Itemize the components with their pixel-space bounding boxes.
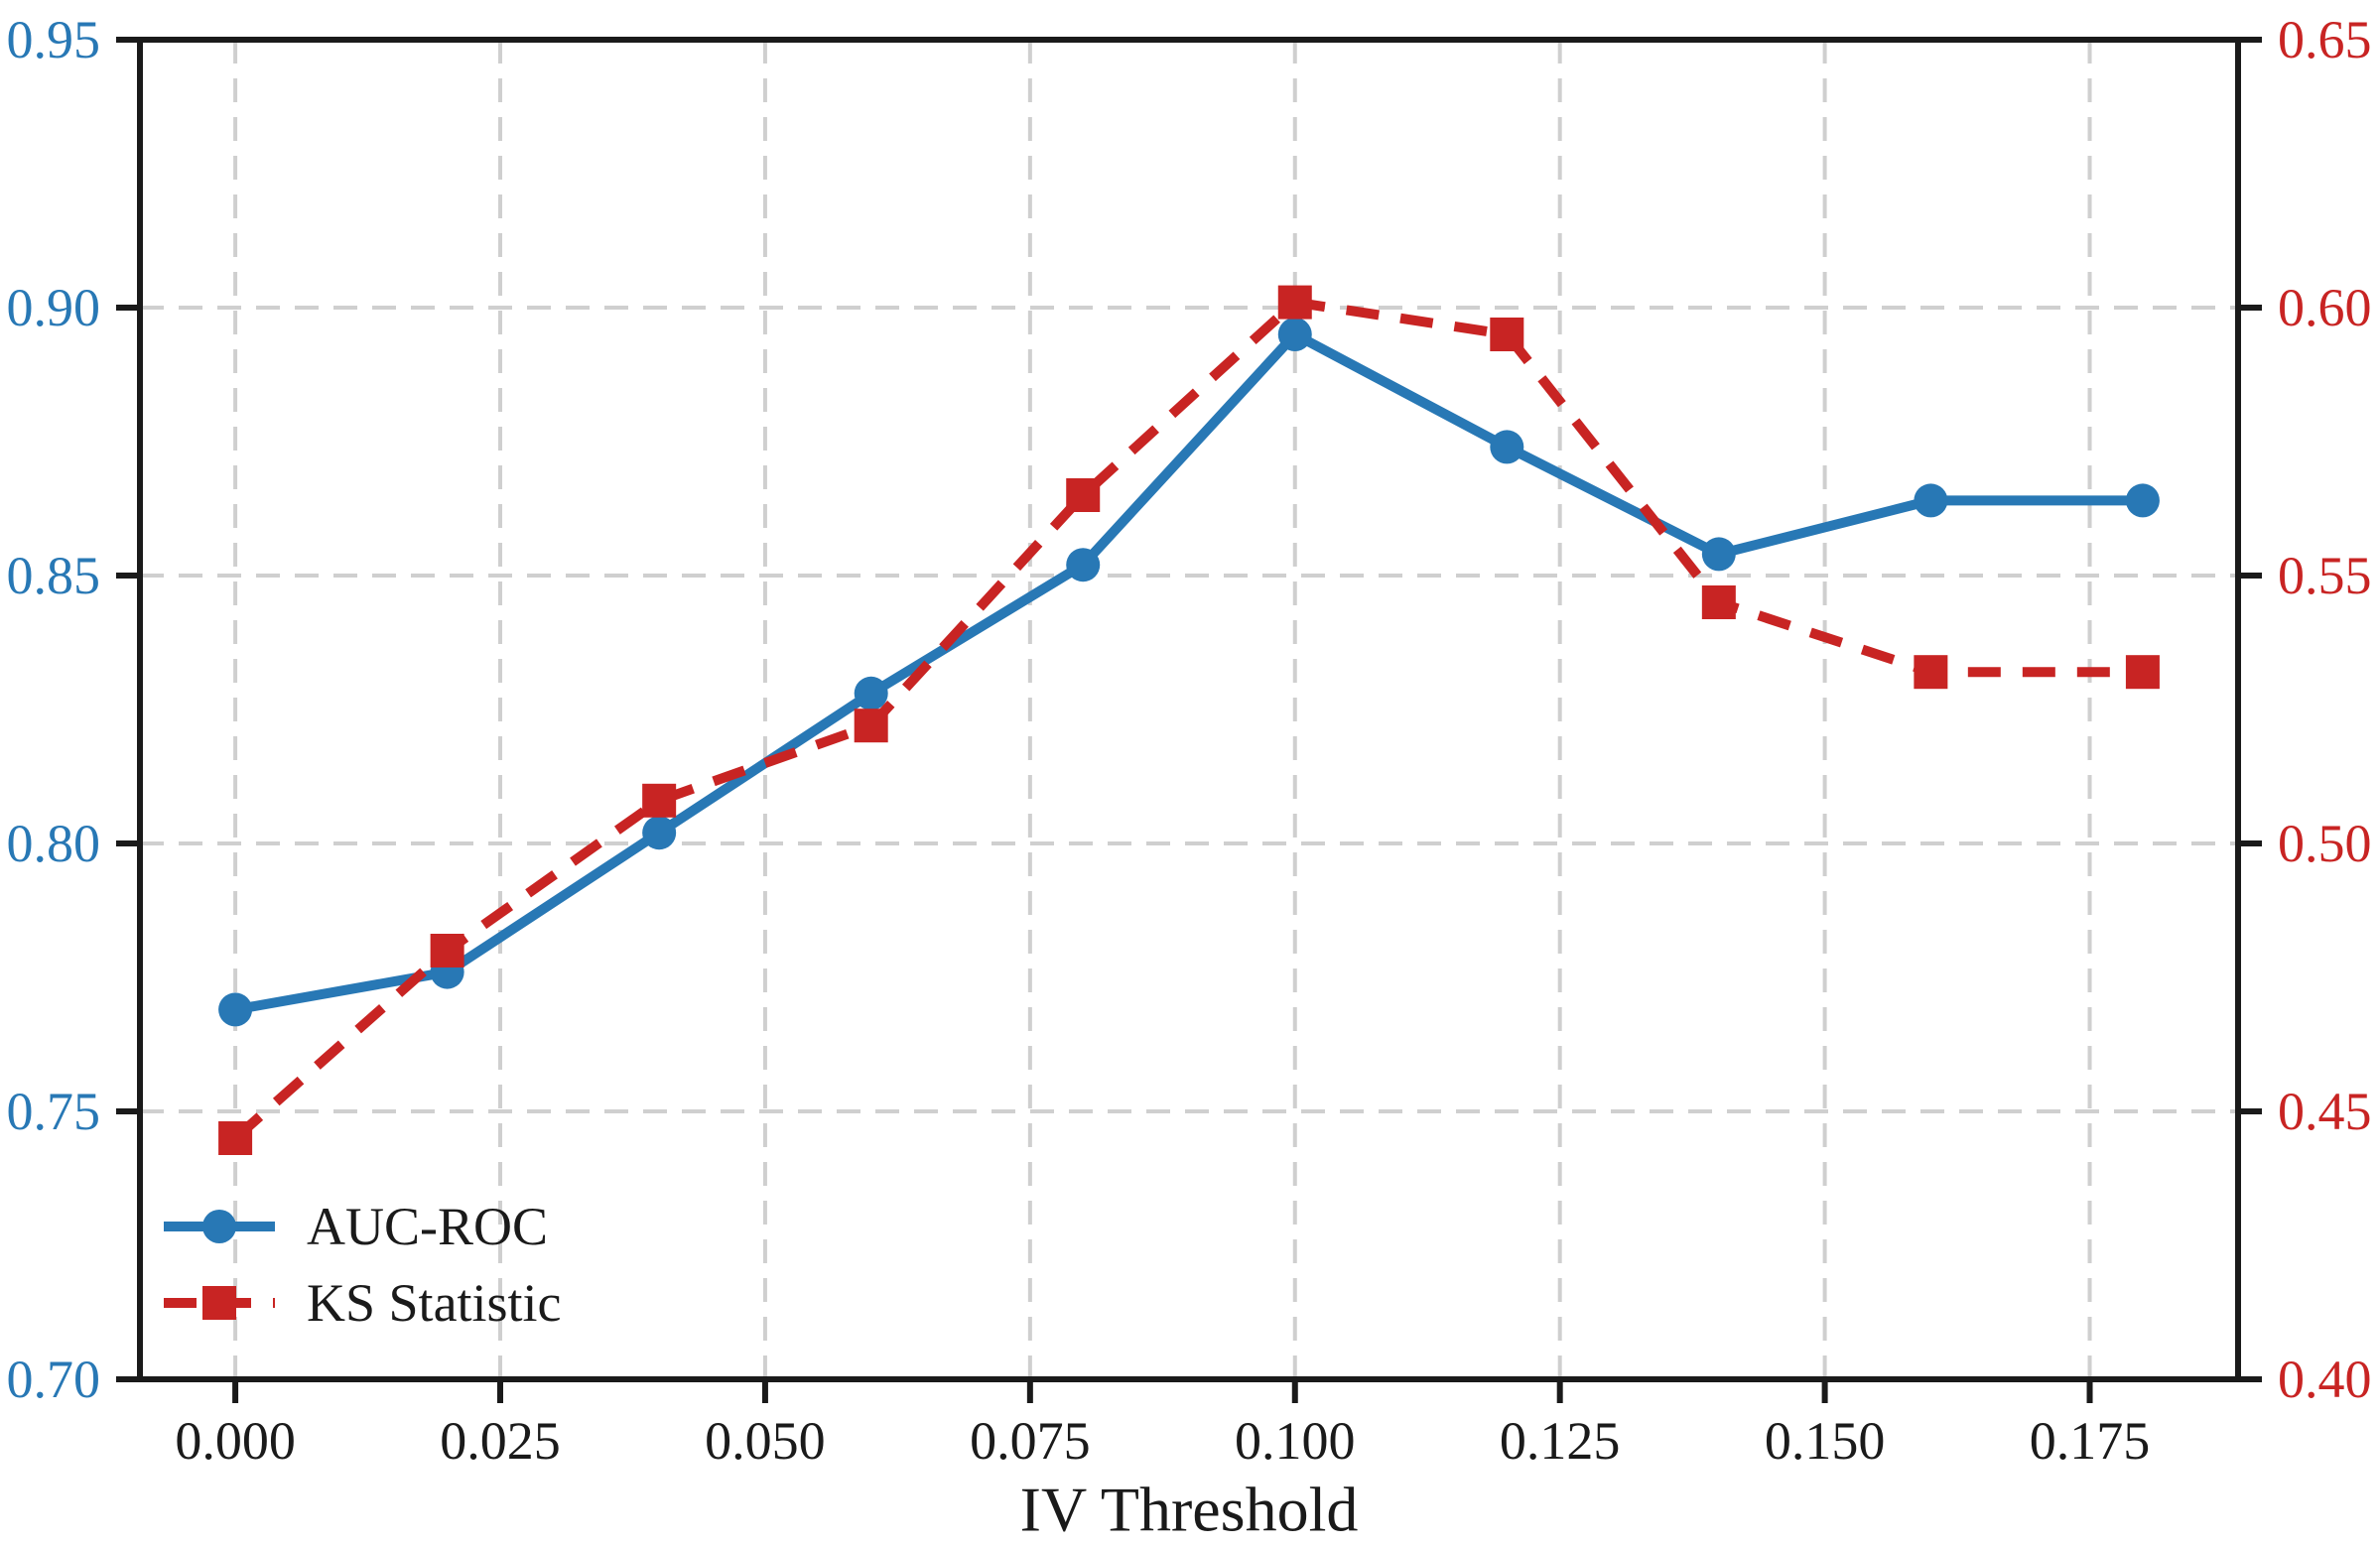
auc-roc-marker: [1490, 430, 1524, 464]
x-tick-label: 0.100: [1235, 1411, 1356, 1471]
y-right-tick-label: 0.55: [2278, 546, 2372, 605]
y-right-axis: 0.40 0.45 0.50 0.55 0.60 0.65: [2238, 10, 2372, 1409]
auc-roc-marker: [2125, 483, 2160, 518]
ks-statistic-marker: [854, 709, 888, 743]
ks-statistic-marker: [642, 783, 677, 818]
auc-roc-line: [234, 329, 2143, 1015]
x-tick-label: 0.050: [705, 1411, 826, 1471]
ks-statistic-marker: [218, 1121, 253, 1155]
auc-roc-marker: [218, 992, 253, 1027]
legend-label: KS Statistic: [307, 1273, 562, 1333]
y-left-axis: 0.70 0.75 0.80 0.85 0.90 0.95: [7, 10, 140, 1409]
legend-item-auc-roc: AUC-ROC: [164, 1197, 548, 1256]
legend-marker-ks-statistic: [202, 1286, 236, 1320]
ks-statistic-marker: [2125, 655, 2160, 690]
ks-statistic-marker: [1490, 318, 1524, 351]
ks-statistic-line: [231, 297, 2143, 1142]
plot-border: [137, 37, 2241, 1382]
y-right-tick-label: 0.45: [2278, 1082, 2372, 1141]
y-left-tick-label: 0.80: [7, 814, 101, 873]
ks-statistic-marker: [430, 934, 464, 968]
series-ks-statistic: [218, 285, 2160, 1155]
auc-roc-marker: [1066, 548, 1101, 582]
series: [218, 285, 2160, 1155]
ks-statistic-marker: [1066, 478, 1101, 512]
ks-statistic-marker: [1914, 655, 1948, 690]
auc-roc-marker: [642, 816, 677, 850]
x-tick-label: 0.175: [2030, 1411, 2151, 1471]
auc-roc-marker: [1701, 537, 1736, 572]
y-right-tick-label: 0.65: [2278, 10, 2372, 69]
legend-label: AUC-ROC: [307, 1197, 548, 1256]
ks-statistic-marker: [1277, 285, 1312, 320]
x-axis: 0.000 0.025 0.050 0.075 0.100 0.125 0.150 0.175: [175, 1379, 2150, 1471]
x-tick-label: 0.025: [440, 1411, 561, 1471]
x-tick-label: 0.000: [175, 1411, 296, 1471]
ks-statistic-marker: [1701, 585, 1736, 619]
x-tick-label: 0.075: [970, 1411, 1091, 1471]
y-right-tick-label: 0.40: [2278, 1350, 2372, 1409]
y-right-tick-label: 0.50: [2278, 814, 2372, 873]
legend: AUC-ROC KS Statistic: [164, 1197, 562, 1333]
y-left-tick-label: 0.85: [7, 546, 101, 605]
y-right-tick-label: 0.60: [2278, 278, 2372, 337]
plot-spines: [137, 37, 2241, 1382]
auc-roc-marker: [854, 676, 888, 710]
y-left-tick-label: 0.90: [7, 278, 101, 337]
x-tick-label: 0.150: [1765, 1411, 1886, 1471]
legend-marker-auc-roc: [202, 1210, 236, 1243]
x-tick-label: 0.125: [1500, 1411, 1621, 1471]
series-auc-roc: [218, 318, 2160, 1027]
y-left-tick-label: 0.75: [7, 1082, 101, 1141]
auc-roc-marker: [1277, 318, 1312, 351]
y-left-tick-label: 0.70: [7, 1350, 101, 1409]
y-left-tick-label: 0.95: [7, 10, 101, 69]
auc-roc-marker: [1914, 483, 1948, 518]
x-axis-label: IV Threshold: [1020, 1475, 1359, 1545]
grid: [140, 38, 2238, 1381]
legend-item-ks-statistic: KS Statistic: [164, 1273, 562, 1333]
